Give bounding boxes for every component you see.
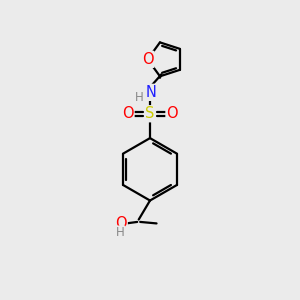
Text: O: O <box>122 106 134 121</box>
Text: O: O <box>115 216 127 231</box>
Text: O: O <box>142 52 153 67</box>
Text: H: H <box>116 226 125 239</box>
Text: H: H <box>135 91 144 104</box>
Text: O: O <box>167 106 178 121</box>
Text: S: S <box>145 106 155 121</box>
Text: N: N <box>146 85 157 100</box>
